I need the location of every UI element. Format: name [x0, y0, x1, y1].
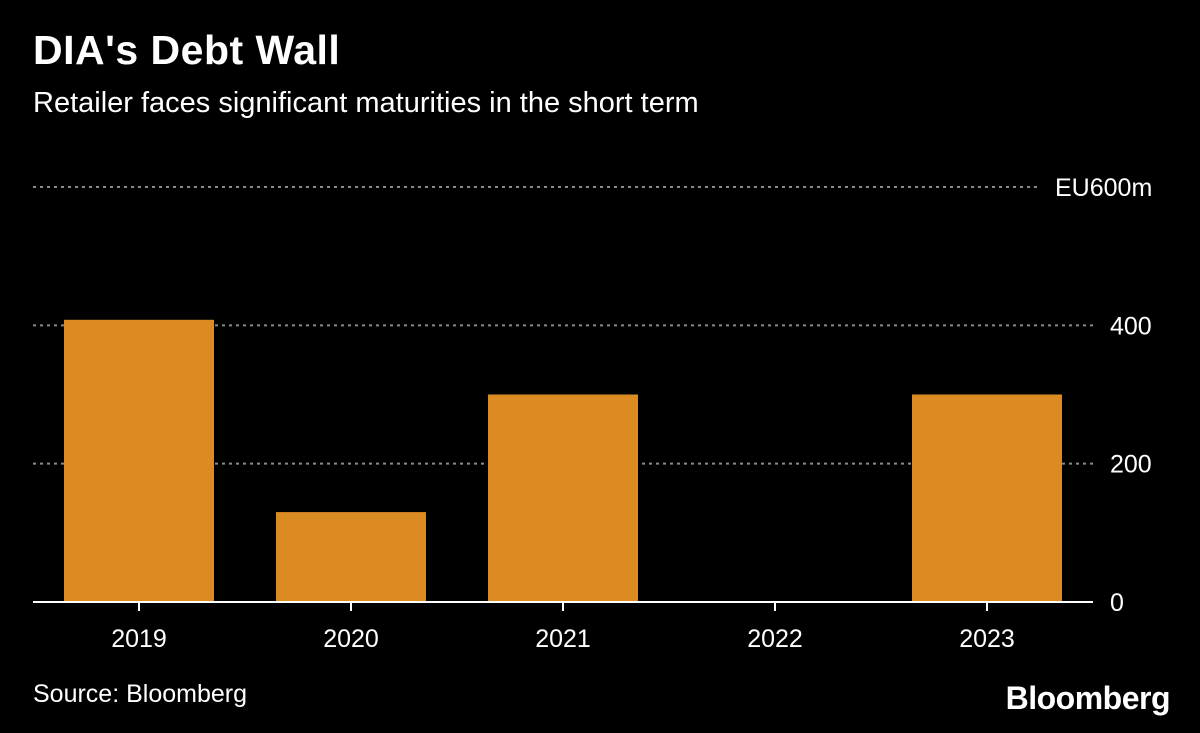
x-tick-label: 2019: [111, 625, 167, 653]
x-tick-label: 2023: [959, 625, 1015, 653]
x-axis: [33, 601, 1093, 611]
y-tick-label: 0: [1110, 589, 1124, 617]
y-tick-label: 400: [1110, 312, 1152, 340]
y-tick-label: EU600m: [1055, 174, 1152, 202]
bars: [64, 319, 1062, 602]
chart-title: DIA's Debt Wall: [33, 27, 341, 73]
x-tick-label: 2020: [323, 625, 379, 653]
x-tick-label: 2022: [747, 625, 803, 653]
bar-2021: [488, 394, 638, 602]
bloomberg-logo: Bloomberg: [1005, 680, 1171, 716]
bar-2020: [276, 512, 426, 602]
source-note: Source: Bloomberg: [33, 680, 248, 708]
bar-2023: [912, 394, 1062, 602]
tick-labels: 0 200 400 EU600m 2019 2020 2021 2022 2023: [111, 174, 1152, 653]
chart-subtitle: Retailer faces significant maturities in…: [33, 87, 699, 119]
bar-2019: [64, 319, 214, 602]
y-tick-label: 200: [1110, 451, 1152, 479]
x-tick-label: 2021: [535, 625, 591, 653]
